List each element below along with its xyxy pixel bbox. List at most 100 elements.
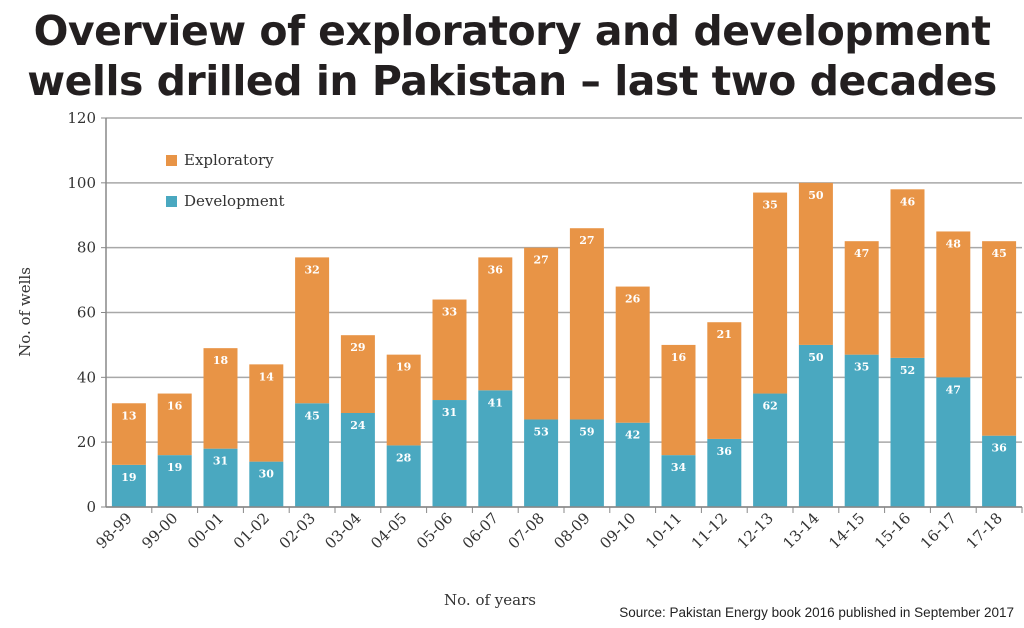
data-label: 30 — [259, 468, 275, 481]
data-label: 50 — [808, 189, 824, 202]
bar-exploratory — [753, 192, 788, 394]
data-label: 19 — [121, 471, 136, 484]
data-label: 35 — [762, 199, 777, 212]
data-label: 36 — [488, 263, 504, 276]
x-tick-label: 14-15 — [825, 509, 868, 552]
x-tick-label: 04-05 — [367, 509, 410, 552]
data-label: 31 — [442, 406, 457, 419]
bar-exploratory — [569, 228, 604, 420]
x-tick-label: 08-09 — [550, 509, 593, 552]
y-tick-label: 0 — [86, 498, 96, 516]
bar-development — [615, 422, 650, 507]
y-axis-title: No. of wells — [16, 267, 34, 357]
data-label: 13 — [121, 409, 136, 422]
bar-development — [753, 393, 788, 507]
bar-development — [798, 344, 833, 507]
bar-exploratory — [936, 231, 971, 378]
bar-development — [203, 448, 238, 507]
bar-development — [707, 438, 742, 507]
data-label: 26 — [625, 293, 641, 306]
bar-exploratory — [295, 257, 330, 404]
legend-label: Development — [184, 192, 284, 210]
x-tick-label: 02-03 — [276, 509, 319, 552]
y-tick-label: 80 — [77, 239, 96, 257]
data-label: 50 — [808, 351, 824, 364]
y-tick-label: 120 — [67, 109, 96, 127]
bar-exploratory — [890, 189, 925, 358]
bar-exploratory — [615, 286, 650, 423]
source-note: Source: Pakistan Energy book 2016 publis… — [619, 605, 1014, 620]
data-label: 27 — [579, 234, 594, 247]
data-label: 21 — [717, 328, 732, 341]
data-label: 52 — [900, 364, 915, 377]
data-label: 24 — [350, 419, 366, 432]
data-label: 59 — [579, 425, 594, 438]
bar-development — [661, 455, 696, 507]
data-label: 31 — [213, 455, 228, 468]
data-label: 62 — [762, 400, 777, 413]
y-tick-label: 20 — [77, 433, 96, 451]
x-tick-label: 98-99 — [92, 509, 135, 552]
x-tick-label: 09-10 — [596, 509, 639, 552]
data-label: 18 — [213, 354, 229, 367]
bar-exploratory — [798, 182, 833, 345]
data-label: 47 — [854, 247, 869, 260]
data-label: 14 — [259, 370, 275, 383]
bar-development — [249, 461, 284, 507]
data-label: 19 — [167, 461, 182, 474]
data-label: 42 — [625, 429, 640, 442]
bar-exploratory — [386, 354, 421, 446]
bar-development — [982, 435, 1017, 507]
bar-exploratory — [249, 364, 284, 462]
y-tick-label: 100 — [67, 174, 96, 192]
bar-exploratory — [661, 344, 696, 456]
data-label: 47 — [946, 383, 961, 396]
x-tick-label: 06-07 — [459, 509, 502, 552]
x-tick-label: 01-02 — [230, 509, 273, 552]
bar-development — [890, 357, 925, 507]
x-tick-label: 05-06 — [413, 509, 456, 552]
data-label: 33 — [442, 306, 457, 319]
y-tick-label: 40 — [77, 368, 96, 386]
data-label: 35 — [854, 361, 869, 374]
bar-development — [386, 445, 421, 507]
y-tick-label: 60 — [77, 304, 96, 322]
legend-swatch-development — [166, 196, 177, 207]
data-label: 45 — [304, 409, 319, 422]
x-tick-label: 13-14 — [779, 509, 822, 552]
legend-swatch-exploratory — [166, 155, 177, 166]
chart-title: Overview of exploratory and development w… — [27, 7, 997, 105]
x-axis-title: No. of years — [444, 591, 536, 609]
data-label: 48 — [946, 237, 962, 250]
data-label: 29 — [350, 341, 365, 354]
data-label: 46 — [900, 195, 916, 208]
data-label: 36 — [991, 442, 1007, 455]
x-tick-label: 11-12 — [688, 509, 731, 552]
bar-development — [111, 464, 146, 507]
bar-exploratory — [432, 299, 467, 401]
data-label: 28 — [396, 451, 412, 464]
data-label: 36 — [717, 445, 733, 458]
data-label: 34 — [671, 461, 687, 474]
bar-exploratory — [982, 241, 1017, 436]
bar-development — [936, 377, 971, 507]
bar-exploratory — [157, 393, 192, 456]
bar-exploratory — [707, 322, 742, 439]
bar-exploratory — [340, 335, 375, 413]
x-tick-label: 15-16 — [871, 509, 914, 552]
data-label: 16 — [671, 351, 687, 364]
x-tick-label: 12-13 — [734, 509, 777, 552]
bar-exploratory — [844, 241, 879, 355]
bar-development — [432, 400, 467, 507]
x-tick-label: 99-00 — [138, 509, 181, 552]
data-label: 41 — [488, 396, 503, 409]
x-tick-label: 00-01 — [184, 509, 227, 552]
bar-development — [844, 354, 879, 507]
x-tick-label: 03-04 — [321, 509, 364, 552]
data-label: 16 — [167, 400, 183, 413]
bar-exploratory — [524, 247, 559, 420]
bar-exploratory — [203, 348, 238, 449]
bar-development — [157, 455, 192, 507]
data-label: 53 — [533, 425, 548, 438]
